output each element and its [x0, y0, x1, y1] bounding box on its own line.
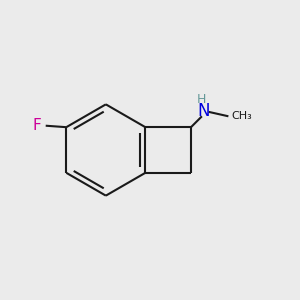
Text: N: N	[197, 102, 210, 120]
Text: F: F	[32, 118, 41, 133]
Text: CH₃: CH₃	[231, 111, 252, 121]
Text: H: H	[197, 93, 207, 106]
